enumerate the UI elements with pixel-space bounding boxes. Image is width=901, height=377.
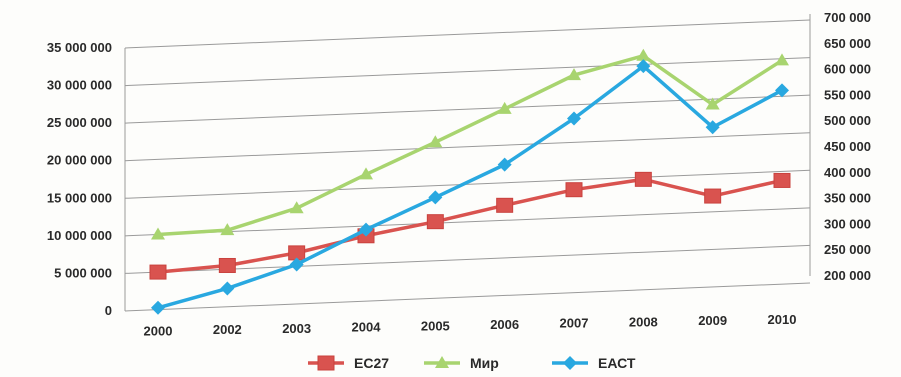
left-axis-tick-label: 35 000 000 [47,40,112,55]
left-axis-tick-label: 20 000 000 [47,153,112,168]
gridline [124,244,811,274]
right-axis-tick-label: 350 000 [824,191,871,206]
data-point [636,59,651,74]
right-axis-tick-label: 300 000 [824,216,871,231]
right-axis-tick-label: 650 000 [824,36,871,51]
series-line [157,54,783,237]
gridline [124,57,811,87]
data-point [567,111,581,126]
legend-item: Мир [424,355,499,371]
right-axis-tick-label: 400 000 [824,165,871,180]
data-point [565,182,583,198]
data-point [775,83,789,98]
left-axis-tick-label: 30 000 000 [47,78,112,93]
x-axis: 2000 2002 2003 2004 2005 2006 2007 2008 2009 2010 [144,312,797,338]
x-axis-tick-label: 2010 [768,312,797,327]
x-axis-tick-label: 2009 [698,313,727,328]
x-axis-tick-label: 2008 [629,314,658,329]
data-point [775,53,789,66]
data-point [428,135,443,148]
legend-label: ЕС27 [354,355,389,371]
left-axis-tick-label: 10 000 000 [47,228,112,243]
data-point [149,264,167,280]
legend-item: ЕАСТ [552,355,636,371]
data-point [428,190,443,205]
data-point [220,281,235,296]
series-line [157,177,783,274]
data-point [704,188,722,204]
right-axis-tick-label: 500 000 [824,113,871,128]
gridline [124,207,811,237]
data-point [705,120,720,135]
legend-item: ЕС27 [308,355,389,371]
data-point [496,197,514,213]
x-axis-tick-label: 2003 [282,321,311,336]
x-axis-tick-label: 2004 [352,320,382,335]
gridline [124,94,811,124]
data-point [289,257,304,272]
right-axis-tick-label: 450 000 [824,139,871,154]
data-point [773,172,791,188]
gridline [124,282,811,312]
series-ЕС27 [149,171,791,280]
x-axis-tick-label: 2007 [560,316,589,331]
gridline [124,19,811,49]
series-layer [149,48,791,315]
right-axis-tick-label: 600 000 [824,62,871,77]
data-point [220,223,235,236]
left-axis-tick-label: 15 000 000 [47,190,112,205]
x-axis-tick-label: 2006 [490,317,519,332]
right-axis-tick-label: 200 000 [824,268,871,283]
x-axis-tick-label: 2000 [144,323,173,338]
grid-lines [124,14,811,312]
data-point [289,201,304,214]
legend-label: Мир [470,355,499,371]
series-ЕАСТ [151,59,789,315]
legend-label: ЕАСТ [598,355,636,371]
left-axis-tick-label: 0 [105,303,112,318]
gridline [124,169,811,199]
x-axis-tick-label: 2005 [421,318,450,333]
data-point [151,227,165,240]
left-axis-tick-label: 5 000 000 [54,265,112,280]
series-line [157,64,783,310]
legend-swatch-marker [435,356,449,368]
legend-swatch-marker [317,355,335,371]
data-point [636,48,651,61]
data-point [497,157,512,172]
right-axis-tick-label: 250 000 [824,242,871,257]
series-Мир [151,48,789,240]
right-axis-tick-label: 700 000 [824,10,871,25]
right-y-axis: 200 000 250 000 300 000 350 000 400 000 450 0… [824,10,871,283]
gridline [124,132,811,162]
data-point [218,257,236,273]
x-axis-tick-label: 2002 [213,322,242,337]
data-point [497,101,512,114]
legend-swatch-marker [563,356,577,370]
legend: ЕС27 Мир ЕАСТ [308,355,636,371]
data-point [426,214,444,230]
data-point [705,97,720,110]
left-axis-tick-label: 25 000 000 [47,115,112,130]
data-point [567,68,581,81]
data-point [634,171,652,187]
data-point [151,300,165,315]
data-point [359,222,373,237]
data-point [359,167,373,180]
right-axis-tick-label: 550 000 [824,87,871,102]
left-y-axis: 0 5 000 000 10 000 000 15 000 000 20 000 000… [47,40,112,318]
